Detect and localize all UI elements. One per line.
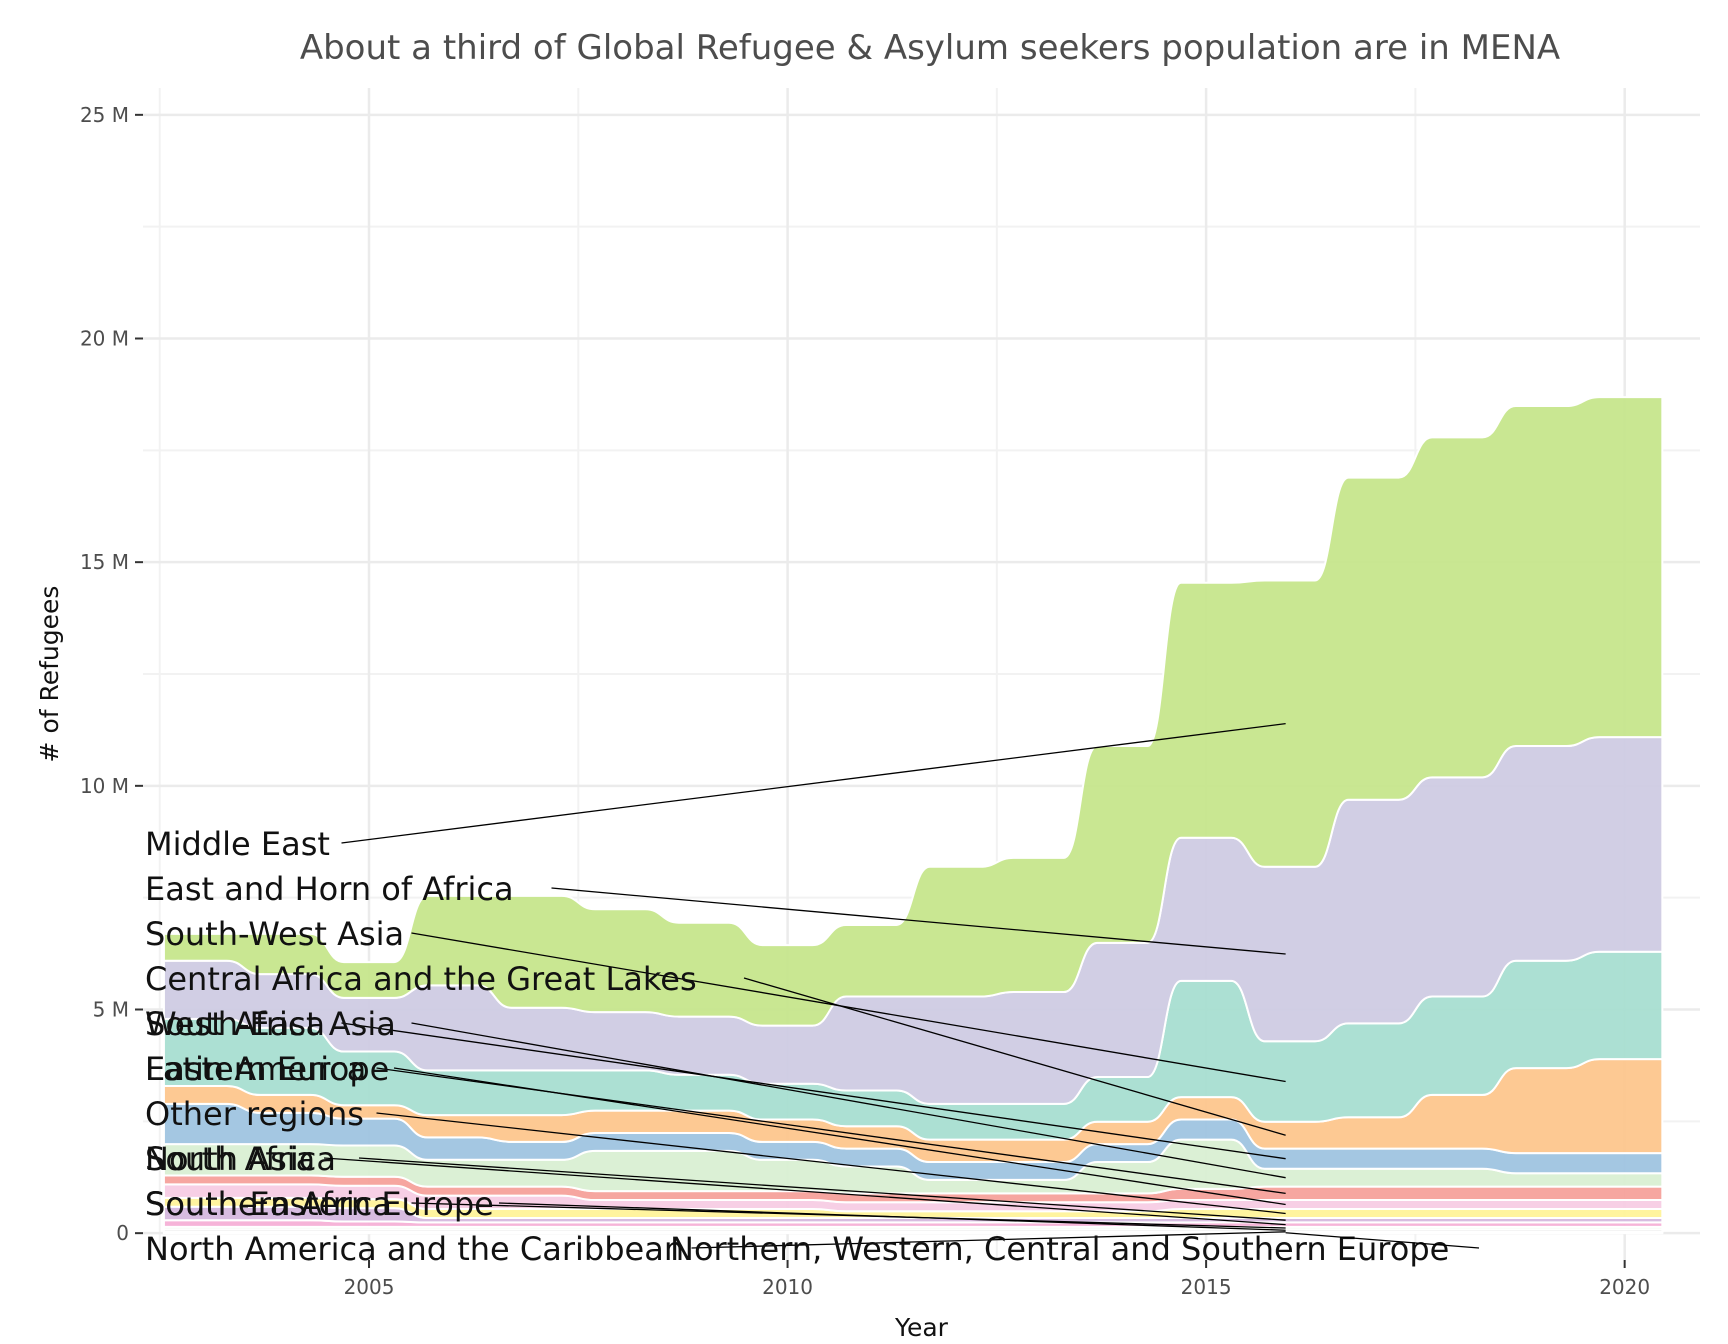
x-tick-label: 2005	[344, 1275, 395, 1299]
label-leader-line	[323, 1157, 1286, 1226]
series-label: Northern, Western, Central and Southern …	[670, 1230, 1449, 1268]
series-label: South-Eastern Europe	[145, 1185, 494, 1223]
series-label: Eastern Europe	[145, 1050, 389, 1088]
stream-layers	[162, 396, 1664, 1235]
label-leader-line	[743, 977, 1286, 1136]
y-tick-label: 25 M	[80, 103, 129, 127]
series-label: Latin America	[145, 1050, 366, 1088]
series-label: Other regions	[145, 1095, 364, 1133]
x-tick-label: 2020	[1599, 1275, 1650, 1299]
series-label: Middle East	[145, 825, 330, 863]
x-tick-label: 2015	[1181, 1275, 1232, 1299]
label-leader-line	[393, 1067, 1286, 1206]
series-label: West Africa	[145, 1005, 325, 1043]
label-leader-line	[551, 887, 1286, 955]
x-tick-label: 2010	[762, 1275, 813, 1299]
label-leader-line	[411, 932, 1286, 1083]
y-tick-label: 20 M	[80, 327, 129, 351]
label-leader-line	[1285, 1232, 1480, 1249]
series-label: East and Horn of Africa	[145, 870, 514, 908]
series-label: South-West Asia	[145, 915, 404, 953]
x-axis-title: Year	[894, 1313, 949, 1342]
series-label: Central Africa and the Great Lakes	[145, 960, 697, 998]
label-leader-line	[691, 1231, 1286, 1249]
series-label: Southern Africa	[145, 1185, 392, 1223]
stream-middle-east	[162, 396, 1664, 1027]
labels: Middle East East and Horn of Africa South-…	[145, 723, 1480, 1268]
y-tick-label: 5 M	[93, 997, 129, 1021]
y-axis-title: # of Refugees	[35, 586, 64, 763]
label-leader-line	[376, 1112, 1286, 1215]
y-tick-label: 0	[116, 1221, 129, 1245]
label-leader-line	[341, 1022, 1286, 1160]
label-leader-line	[358, 1157, 1286, 1221]
label-leader-line	[341, 723, 1286, 844]
y-tick-label: 15 M	[80, 550, 129, 574]
series-label: South Asia	[145, 1140, 315, 1178]
label-leader-line	[498, 1202, 1286, 1231]
label-leader-line	[411, 1022, 1286, 1179]
y-tick-label: 10 M	[80, 774, 129, 798]
series-label: South-East Asia	[145, 1005, 396, 1043]
series-label: North America and the Caribbean	[145, 1230, 684, 1268]
chart-title: About a third of Global Refugee & Asylum…	[299, 28, 1561, 68]
series-label: North Africa	[145, 1140, 336, 1178]
